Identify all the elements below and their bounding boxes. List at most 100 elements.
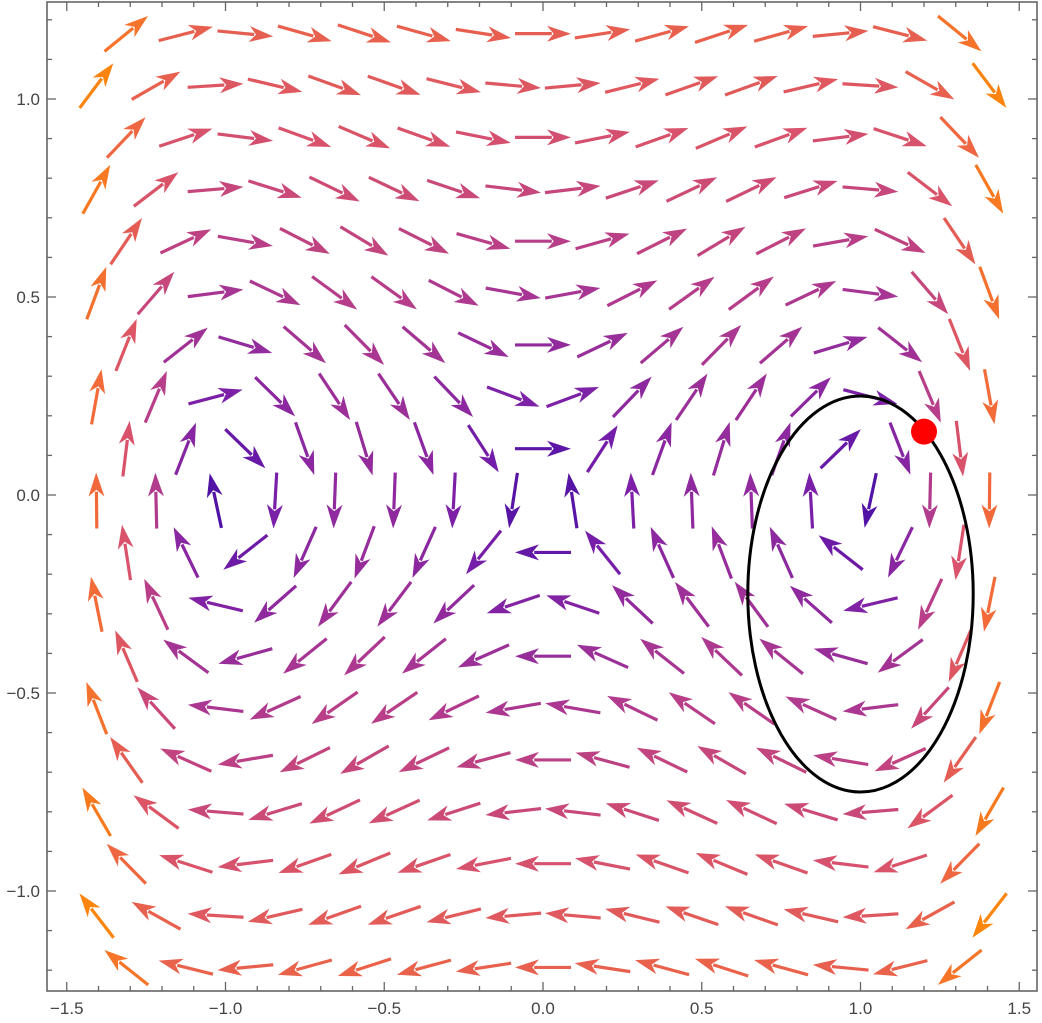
field-arrow — [727, 276, 774, 311]
field-arrow — [951, 524, 967, 581]
field-arrow — [813, 751, 869, 768]
field-arrow — [611, 376, 652, 419]
field-arrow — [455, 26, 512, 43]
field-arrow — [545, 387, 599, 409]
field-arrow — [585, 530, 622, 576]
field-arrow — [947, 318, 971, 371]
field-arrow — [133, 795, 180, 830]
field-arrow — [158, 24, 213, 43]
field-arrow — [247, 179, 302, 199]
field-arrow — [843, 596, 899, 613]
field-arrow — [217, 959, 274, 976]
field-arrow — [911, 686, 950, 729]
field-arrow — [711, 526, 733, 580]
field-arrow — [396, 24, 451, 43]
field-arrow — [802, 472, 819, 529]
overlays — [746, 394, 975, 794]
x-tick-label: 1.0 — [849, 999, 873, 1018]
field-arrow — [544, 180, 601, 197]
field-arrow — [132, 172, 179, 208]
field-arrow — [910, 270, 949, 315]
field-arrow — [665, 177, 718, 203]
field-arrow — [455, 130, 511, 146]
field-arrow — [515, 751, 571, 768]
field-arrow — [873, 853, 928, 873]
x-tick-label: −1.0 — [209, 999, 243, 1018]
field-arrow — [397, 853, 451, 873]
field-arrow — [784, 803, 839, 822]
field-arrow — [247, 77, 303, 95]
field-arrow — [651, 422, 672, 476]
field-arrow — [939, 116, 979, 158]
field-arrow — [978, 266, 1000, 320]
field-arrow — [515, 648, 571, 665]
field-arrow — [206, 473, 223, 529]
field-arrow — [137, 687, 177, 730]
field-arrow — [485, 907, 542, 924]
field-arrow — [367, 74, 421, 95]
field-arrow — [789, 377, 831, 418]
field-arrow — [163, 639, 210, 675]
field-arrow — [117, 524, 134, 581]
field-arrow — [650, 526, 676, 579]
field-arrow — [980, 576, 997, 632]
x-tick-label: 1.5 — [1007, 999, 1031, 1018]
field-arrow — [872, 25, 928, 43]
field-arrow — [485, 804, 542, 821]
field-arrow — [877, 326, 923, 363]
field-arrow — [952, 420, 969, 477]
field-arrow — [377, 372, 410, 420]
field-arrow — [143, 371, 167, 424]
field-arrow — [728, 692, 776, 726]
field-arrow — [187, 803, 244, 820]
field-arrow — [696, 226, 746, 257]
field-arrow — [974, 164, 1004, 214]
field-arrow — [888, 526, 914, 578]
field-arrow — [604, 76, 660, 94]
field-arrow — [106, 843, 148, 885]
field-arrow — [937, 948, 983, 985]
field-arrow — [874, 227, 926, 253]
field-arrow — [371, 690, 419, 724]
field-arrow — [842, 181, 899, 198]
field-arrow — [159, 854, 213, 874]
field-arrow — [401, 325, 446, 364]
field-arrow — [354, 421, 374, 476]
field-arrow — [936, 14, 982, 52]
field-arrow — [683, 472, 700, 529]
field-arrow — [575, 855, 631, 871]
field-arrow — [160, 748, 213, 773]
field-arrow — [545, 699, 601, 716]
field-arrow — [904, 70, 955, 100]
field-arrow — [639, 326, 684, 365]
field-arrow — [917, 370, 941, 423]
field-arrow — [109, 218, 142, 266]
field-arrow — [89, 369, 106, 425]
field-arrow — [758, 326, 803, 365]
field-arrow — [217, 234, 273, 250]
field-arrow — [734, 373, 767, 422]
field-arrow — [456, 856, 512, 873]
field-arrow — [694, 24, 749, 44]
field-arrow — [515, 855, 571, 872]
field-arrow — [217, 130, 274, 146]
field-arrow — [905, 900, 956, 930]
field-arrow — [942, 217, 976, 265]
field-arrow — [515, 336, 571, 353]
field-arrow — [311, 690, 359, 724]
field-arrow — [426, 178, 481, 199]
field-arrow — [224, 428, 266, 469]
field-arrow — [428, 694, 480, 721]
field-arrow — [188, 595, 244, 613]
field-arrow — [486, 385, 540, 407]
field-arrow — [266, 472, 283, 529]
field-arrow — [668, 276, 715, 311]
field-arrow — [544, 77, 601, 94]
field-arrow — [743, 472, 760, 529]
field-arrow — [754, 854, 809, 875]
field-arrow — [377, 580, 413, 627]
field-arrow — [635, 958, 690, 977]
x-tick-label: −1.5 — [50, 999, 84, 1018]
field-arrow — [877, 638, 924, 673]
field-arrow — [873, 959, 928, 977]
